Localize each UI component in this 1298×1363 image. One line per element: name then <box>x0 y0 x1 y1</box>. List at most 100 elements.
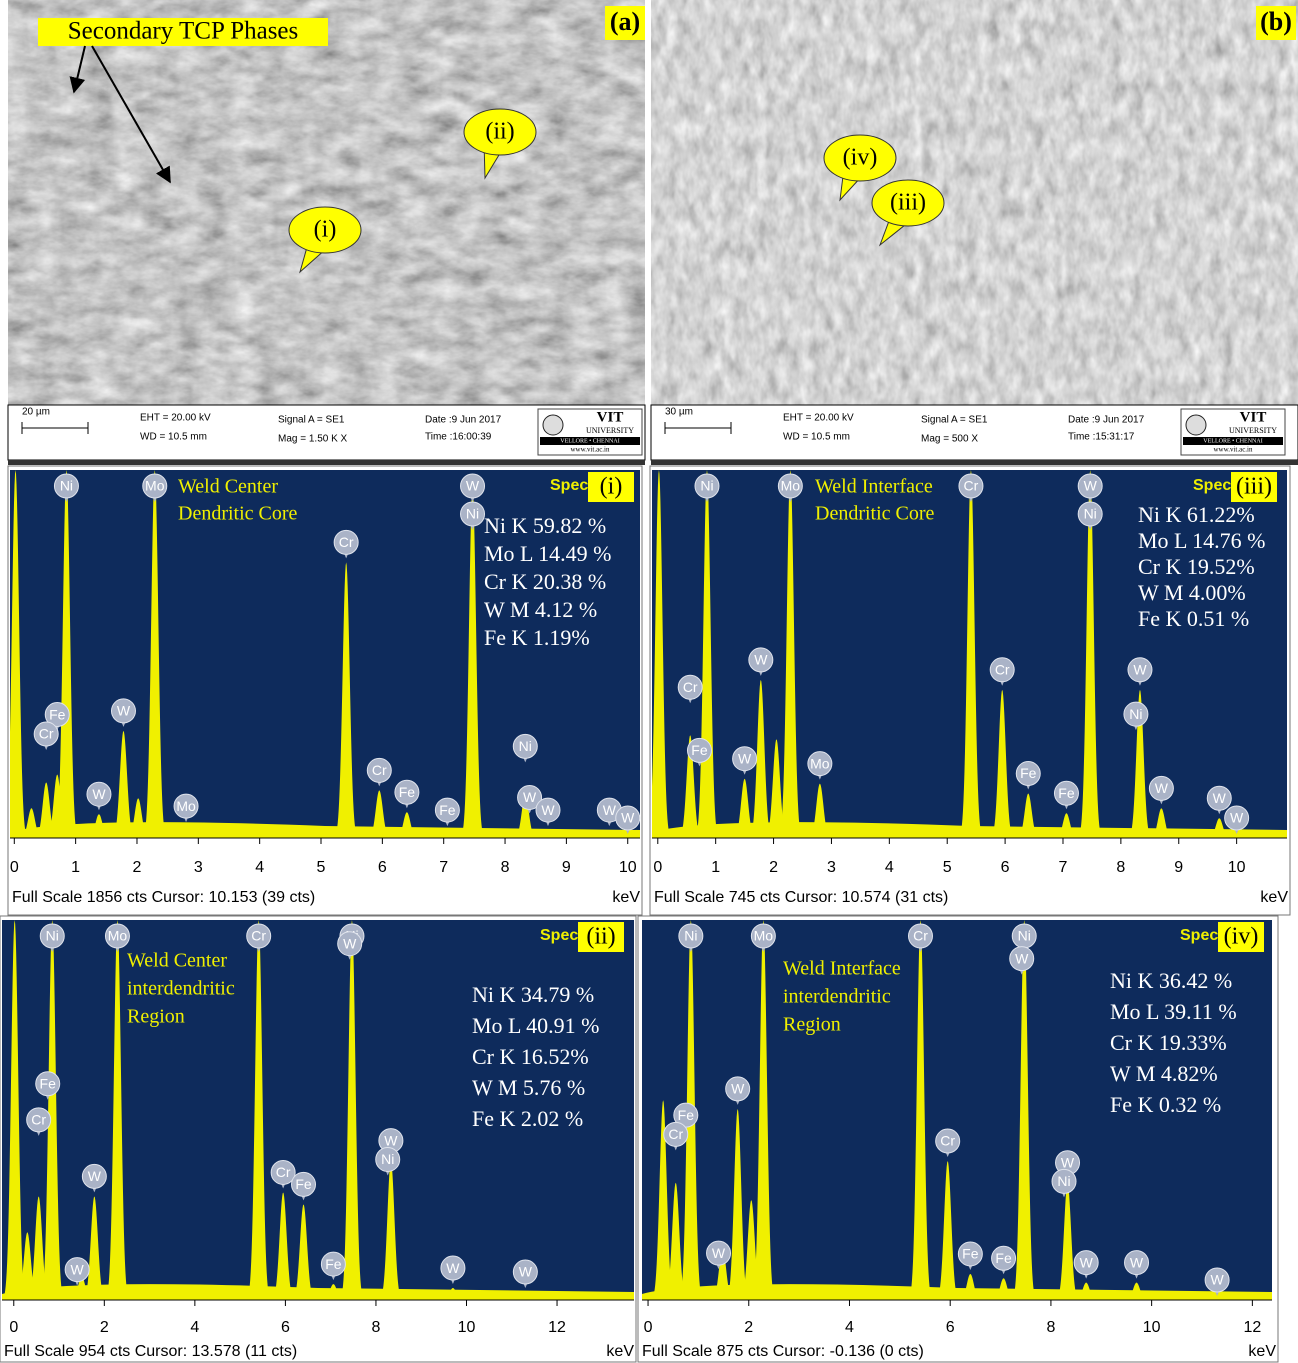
x-tick-label: 4 <box>190 1319 199 1336</box>
annotation: Secondary TCP Phases <box>68 18 299 45</box>
element-label: Cr <box>668 1126 683 1142</box>
x-tick-label: 3 <box>827 859 836 876</box>
composition: Mo L 14.76 % <box>1138 528 1266 553</box>
spectrum-title: Weld Center <box>178 476 278 498</box>
element-label: W <box>1015 950 1029 966</box>
x-axis-label: keV <box>1260 889 1288 906</box>
x-tick-label: 2 <box>133 859 142 876</box>
info-text: WD = 10.5 mm <box>783 432 850 443</box>
element-label: Ni <box>466 506 479 522</box>
element-label: W <box>754 652 768 668</box>
logo-sub: UNIVERSITY <box>1229 426 1277 435</box>
bottom-strip <box>8 460 645 465</box>
info-text: EHT = 20.00 kV <box>140 413 211 424</box>
x-tick-label: 8 <box>1046 1319 1055 1336</box>
logo-place: VELLORE • CHENNAI <box>560 438 619 444</box>
composition: Fe K 1.19% <box>484 625 590 650</box>
element-label: Fe <box>439 802 456 818</box>
x-tick-label: 10 <box>1228 859 1246 876</box>
element-label: Cr <box>913 928 928 944</box>
spectrum-label: Spec <box>1193 477 1231 494</box>
panel-label: (ii) <box>586 924 615 950</box>
x-tick-label: 7 <box>1059 859 1068 876</box>
x-tick-label: 12 <box>1243 1319 1261 1336</box>
info-text: 20 µm <box>22 407 50 418</box>
x-tick-label: 5 <box>943 859 952 876</box>
x-tick-label: 12 <box>548 1319 566 1336</box>
spectrum-title: interdendritic <box>783 986 891 1008</box>
spectrum-title: Weld Interface <box>783 958 901 980</box>
element-label: W <box>466 478 480 494</box>
element-label: W <box>384 1132 398 1148</box>
element-label: W <box>1133 662 1147 678</box>
sem-image <box>8 0 645 405</box>
element-label: Fe <box>49 706 66 722</box>
composition: Cr K 16.52% <box>472 1044 589 1069</box>
composition: Fe K 0.51 % <box>1138 606 1249 631</box>
x-tick-label: 6 <box>281 1319 290 1336</box>
element-label: Cr <box>683 679 698 695</box>
x-tick-label: 7 <box>439 859 448 876</box>
element-label: Mo <box>176 798 196 814</box>
element-label: Ni <box>519 738 532 754</box>
composition: Fe K 2.02 % <box>472 1106 583 1131</box>
composition: Ni K 61.22% <box>1138 502 1255 527</box>
element-label: Ni <box>1057 1173 1070 1189</box>
x-axis-label: keV <box>1248 1343 1276 1360</box>
x-tick-label: 10 <box>1143 1319 1161 1336</box>
footer: Full Scale 954 cts Cursor: 13.578 (11 ct… <box>4 1343 297 1360</box>
element-label: W <box>541 802 555 818</box>
element-label: Ni <box>684 928 697 944</box>
info-text: WD = 10.5 mm <box>140 432 207 443</box>
callout-label: (iv) <box>843 145 878 171</box>
spectrum-title: Region <box>783 1014 841 1036</box>
footer: Full Scale 875 cts Cursor: -0.136 (0 cts… <box>642 1343 924 1360</box>
element-label: Cr <box>995 662 1010 678</box>
callout-seam <box>894 217 908 223</box>
callout-seam <box>486 146 500 152</box>
element-label: W <box>621 810 635 826</box>
element-label: Fe <box>1058 785 1075 801</box>
spectrum-title: Dendritic Core <box>815 503 935 525</box>
element-label: Fe <box>1020 765 1037 781</box>
panel-label: (b) <box>1260 7 1292 36</box>
element-label: W <box>603 802 617 818</box>
element-label: W <box>1080 1254 1094 1270</box>
element-label: Fe <box>962 1246 979 1262</box>
info-text: Date :9 Jun 2017 <box>425 415 502 426</box>
panel-label: (iv) <box>1224 924 1259 950</box>
element-label: W <box>519 1264 533 1280</box>
info-text: Mag = 1.50 K X <box>278 434 348 445</box>
spectrum-title: Weld Center <box>127 950 227 972</box>
panel-label: (iii) <box>1236 474 1272 500</box>
composition: W M 4.12 % <box>484 597 597 622</box>
callout-label: (iii) <box>890 190 926 216</box>
composition: Cr K 19.52% <box>1138 554 1255 579</box>
page: { "images": [ {"label": "(a)", "annotati… <box>0 0 1298 1363</box>
info-text: Signal A = SE1 <box>278 415 345 426</box>
element-label: W <box>71 1261 85 1277</box>
element-label: W <box>1130 1254 1144 1270</box>
info-text: Time :15:31:17 <box>1068 432 1135 443</box>
element-label: Cr <box>276 1164 291 1180</box>
info-text: Signal A = SE1 <box>921 415 988 426</box>
spectrum-label: Spec <box>540 927 578 944</box>
element-label: Fe <box>995 1250 1012 1266</box>
x-tick-label: 8 <box>501 859 510 876</box>
element-label: Cr <box>39 726 54 742</box>
x-tick-label: 1 <box>711 859 720 876</box>
element-label: W <box>343 935 357 951</box>
info-text: Mag = 500 X <box>921 434 978 445</box>
x-tick-label: 0 <box>653 859 662 876</box>
element-label: W <box>523 789 537 805</box>
element-label: Fe <box>691 742 708 758</box>
element-label: Ni <box>700 478 713 494</box>
x-tick-label: 9 <box>1174 859 1183 876</box>
footer: Full Scale 1856 cts Cursor: 10.153 (39 c… <box>12 889 315 906</box>
info-text: EHT = 20.00 kV <box>783 413 854 424</box>
element-label: Ni <box>60 478 73 494</box>
callout-seam <box>846 172 860 178</box>
panel-label: (i) <box>600 474 623 500</box>
element-label: Cr <box>31 1112 46 1128</box>
element-label: Fe <box>40 1075 57 1091</box>
